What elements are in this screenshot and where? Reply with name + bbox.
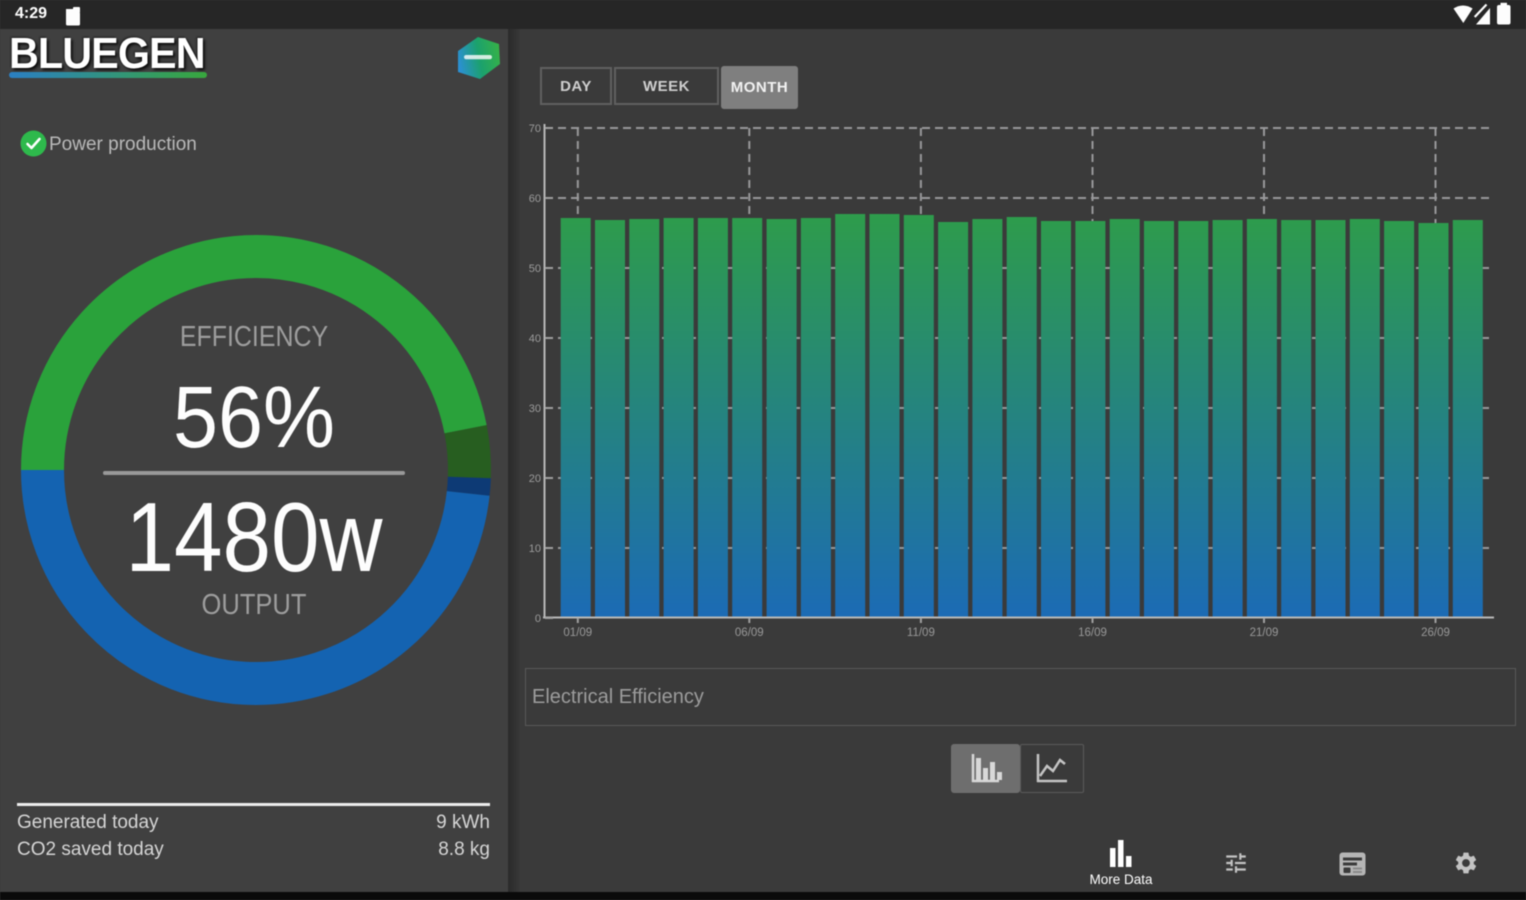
svg-text:60: 60 <box>529 193 541 205</box>
svg-text:01/09: 01/09 <box>563 627 592 639</box>
svg-text:21/09: 21/09 <box>1250 627 1279 639</box>
svg-text:16/09: 16/09 <box>1078 627 1107 639</box>
svg-text:11/09: 11/09 <box>907 627 935 639</box>
svg-text:26/09: 26/09 <box>1421 627 1450 639</box>
svg-text:70: 70 <box>529 123 541 135</box>
svg-text:06/09: 06/09 <box>735 627 764 639</box>
svg-text:50: 50 <box>529 263 541 275</box>
svg-text:30: 30 <box>529 403 541 415</box>
svg-text:20: 20 <box>529 473 541 485</box>
svg-text:10: 10 <box>529 543 541 555</box>
svg-text:40: 40 <box>529 333 541 345</box>
svg-text:0: 0 <box>535 613 541 625</box>
